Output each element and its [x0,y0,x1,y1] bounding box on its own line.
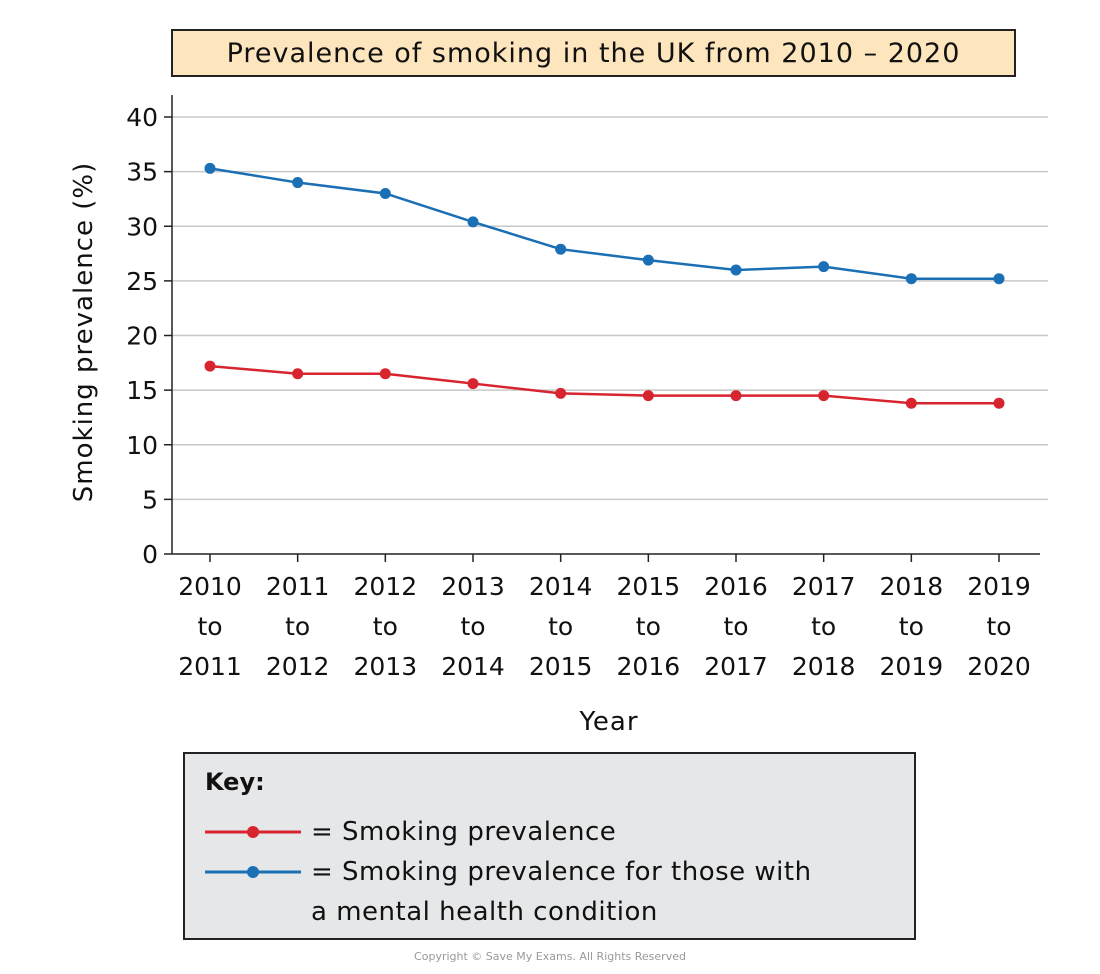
data-point [292,368,304,380]
y-tick-label: 5 [142,485,158,514]
y-tick-label: 25 [126,267,158,296]
series-line [209,364,999,405]
chart-title: Prevalence of smoking in the UK from 201… [171,29,1016,77]
x-tick-label: 2018 to 2019 [880,572,944,681]
key-swatch-red [205,826,301,838]
x-tick-label: 2017 to 2018 [792,572,856,681]
line-chart: 0 5 10 15 20 25 30 35 40 2010 to 2011 2011 to 2012 2012… [69,95,1048,737]
x-tick-label: 2013 to 2014 [441,572,505,681]
data-point [818,261,830,273]
x-tick-label: 2016 to 2017 [704,572,768,681]
y-tick-label: 20 [126,322,158,351]
data-point [292,177,304,189]
x-tick-label: 2010 to 2011 [178,572,242,681]
data-point [730,390,742,402]
key-item-mental-health-label: = Smoking prevalence for those with a me… [311,857,812,927]
data-point [379,187,391,199]
x-tick-label: 2019 to 2020 [967,572,1031,681]
key-item-smoking-label: = Smoking prevalence [311,817,617,847]
data-point [204,360,216,372]
y-tick-label: 10 [126,431,158,460]
y-tick-label: 0 [142,540,158,569]
key-item-smoking: = Smoking prevalence [203,812,616,852]
x-tick-label: 2015 to 2016 [617,572,681,681]
data-point [467,216,479,228]
data-point [905,397,917,409]
key-item-mental-health: = Smoking prevalence for those with a me… [203,852,812,932]
y-tick-label: 15 [126,376,158,405]
key-legend: Key: = Smoking prevalence = Smoking prev… [183,752,916,940]
data-point [555,243,567,255]
key-heading: Key: [205,768,265,796]
data-point [730,264,742,276]
y-tick-label: 30 [126,212,158,241]
y-axis-title: Smoking prevalence (%) [69,162,99,502]
data-point [555,387,567,399]
data-point [204,162,216,174]
data-point [818,390,830,402]
data-point [379,368,391,380]
data-point [467,378,479,390]
x-axis-title: Year [578,707,638,737]
data-point [993,273,1005,285]
chart-title-text: Prevalence of smoking in the UK from 201… [226,37,961,69]
data-point [993,397,1005,409]
copyright-notice: Copyright © Save My Exams. All Rights Re… [414,950,686,963]
data-point [905,273,917,285]
data-point [642,254,654,266]
data-point [642,390,654,402]
key-swatch-blue [205,866,301,878]
y-tick-label: 40 [126,103,158,132]
x-tick-label: 2014 to 2015 [529,572,593,681]
x-tick-label: 2012 to 2013 [354,572,418,681]
y-tick-label: 35 [126,158,158,187]
x-tick-label: 2011 to 2012 [266,572,330,681]
series-line [209,167,999,280]
